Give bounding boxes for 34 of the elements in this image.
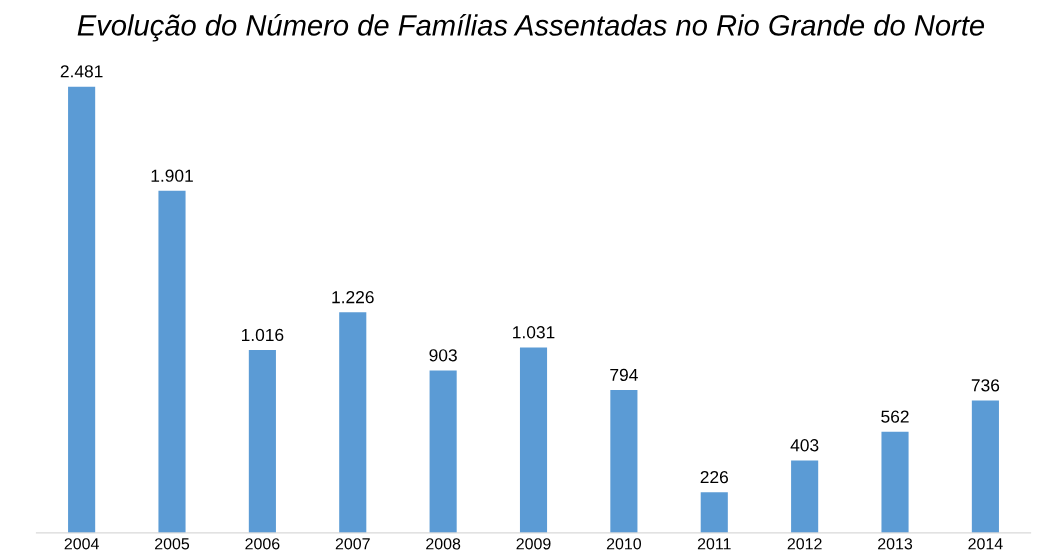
x-tick-label: 2008 [426, 538, 461, 550]
data-label: 226 [700, 470, 728, 484]
x-tick-label: 2014 [968, 538, 1003, 550]
data-label: 2.481 [60, 65, 103, 78]
bar [971, 400, 999, 533]
bar [700, 492, 728, 533]
x-tick-label: 2006 [245, 538, 280, 550]
data-label: 794 [610, 368, 638, 382]
bar [791, 460, 819, 533]
data-label: 736 [971, 379, 1000, 392]
data-label: 403 [790, 439, 819, 452]
x-tick-label: 2009 [516, 538, 551, 550]
bar [158, 190, 186, 533]
data-label: 1.226 [332, 291, 374, 304]
x-tick-label: 2007 [335, 538, 370, 550]
x-tick-label: 2005 [155, 538, 190, 550]
data-label: 562 [881, 410, 909, 423]
x-tick-label: 2012 [787, 538, 822, 550]
x-tick-label: 2010 [606, 538, 642, 550]
x-tick-label: 2013 [878, 538, 913, 550]
x-tick-label: 2011 [697, 538, 731, 550]
data-label: 1.031 [513, 326, 555, 339]
bar [429, 370, 457, 533]
bar [610, 390, 638, 533]
x-tick-label: 2004 [64, 538, 99, 550]
data-label: 1.901 [151, 169, 193, 182]
bar [519, 347, 548, 533]
chart-title: Evolução do Número de Famílias Assentadas no Rio Grande do Norte [77, 13, 985, 42]
data-label: 903 [429, 349, 457, 362]
bar [339, 312, 367, 533]
bar [68, 86, 96, 533]
bar [248, 350, 276, 533]
bar [881, 431, 909, 533]
data-label: 1.016 [241, 328, 284, 342]
